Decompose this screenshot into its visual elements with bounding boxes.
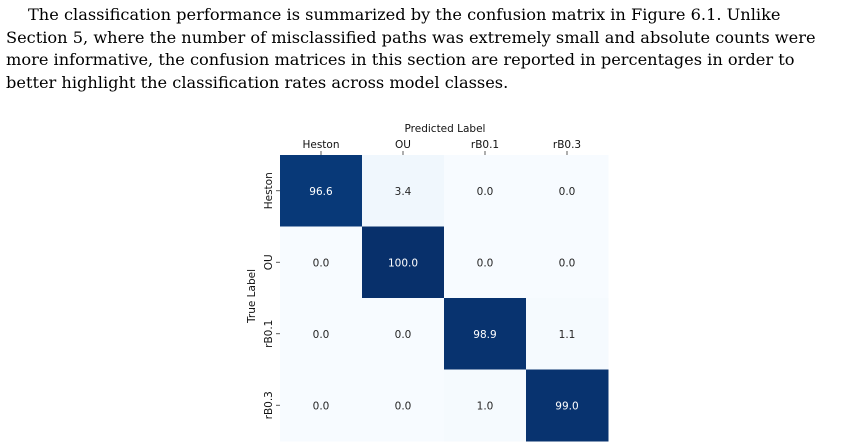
heatmap-cell xyxy=(526,155,609,227)
x-tick-label: OU xyxy=(395,139,411,151)
x-tick-label: rB0.3 xyxy=(553,139,581,151)
heatmap-cell xyxy=(280,369,363,442)
heatmap-cell-value: 0.0 xyxy=(395,329,412,341)
heatmap-cell-value: 0.0 xyxy=(313,400,330,412)
heatmap-cell xyxy=(362,298,445,370)
y-tick-label: Heston xyxy=(263,172,275,209)
heatmap-cell xyxy=(280,155,363,227)
heatmap-cell xyxy=(444,155,527,227)
y-tick-label: rB0.1 xyxy=(263,320,275,348)
heatmap-cell xyxy=(444,298,527,370)
paragraph-line-2: Section 5, where the number of misclassi… xyxy=(6,27,816,47)
y-axis-label: True Label xyxy=(246,269,258,324)
heatmap-cell xyxy=(444,369,527,442)
body-paragraph: The classification performance is summar… xyxy=(6,4,852,94)
heatmap-cell-value: 0.0 xyxy=(477,257,494,269)
y-tick-label: OU xyxy=(263,254,275,270)
y-tick-label: rB0.3 xyxy=(263,391,275,419)
heatmap-cell xyxy=(362,226,445,299)
heatmap-cell xyxy=(526,369,609,442)
heatmap-cell xyxy=(526,226,609,299)
heatmap-cell-value: 3.4 xyxy=(395,186,412,198)
heatmap-cell xyxy=(280,298,363,370)
heatmap-tick-labels: Heston OU rB0.1 rB0.3 Heston OU rB0.1 rB0.3 xyxy=(263,139,581,419)
paragraph-line-3: more informative, the confusion matrices… xyxy=(6,50,795,69)
heatmap-cell-value: 99.0 xyxy=(555,400,578,412)
heatmap-cell-value: 98.9 xyxy=(473,329,496,341)
heatmap-cell-value: 0.0 xyxy=(559,257,576,269)
heatmap-cell xyxy=(280,226,363,299)
x-tick-label: Heston xyxy=(302,139,339,151)
heatmap-cell xyxy=(444,226,527,299)
heatmap-cell-value: 0.0 xyxy=(395,400,412,412)
heatmap-cell xyxy=(362,369,445,442)
heatmap-cells: 96.6 3.4 0.0 0.0 0.0 100.0 0.0 0.0 0.0 0.0 98.9 1.1… xyxy=(280,155,609,442)
heatmap-cell-value: 1.1 xyxy=(559,329,576,341)
heatmap-tick-marks xyxy=(276,151,568,406)
x-tick-label: rB0.1 xyxy=(471,139,499,151)
heatmap-cell-value: 0.0 xyxy=(313,329,330,341)
heatmap-cell-value: 0.0 xyxy=(559,186,576,198)
heatmap-cell-value: 100.0 xyxy=(388,257,418,269)
heatmap-cell-value: 0.0 xyxy=(313,257,330,269)
heatmap-cell-value: 1.0 xyxy=(477,400,494,412)
paragraph-line-1: The classification performance is summar… xyxy=(28,5,781,24)
x-axis-label: Predicted Label xyxy=(405,123,486,135)
paragraph-line-4: better highlight the classification rate… xyxy=(6,72,509,92)
heatmap-cell xyxy=(362,155,445,227)
heatmap-cell-value: 0.0 xyxy=(477,186,494,198)
heatmap-cell-value: 96.6 xyxy=(309,186,333,198)
heatmap-cell xyxy=(526,298,609,370)
